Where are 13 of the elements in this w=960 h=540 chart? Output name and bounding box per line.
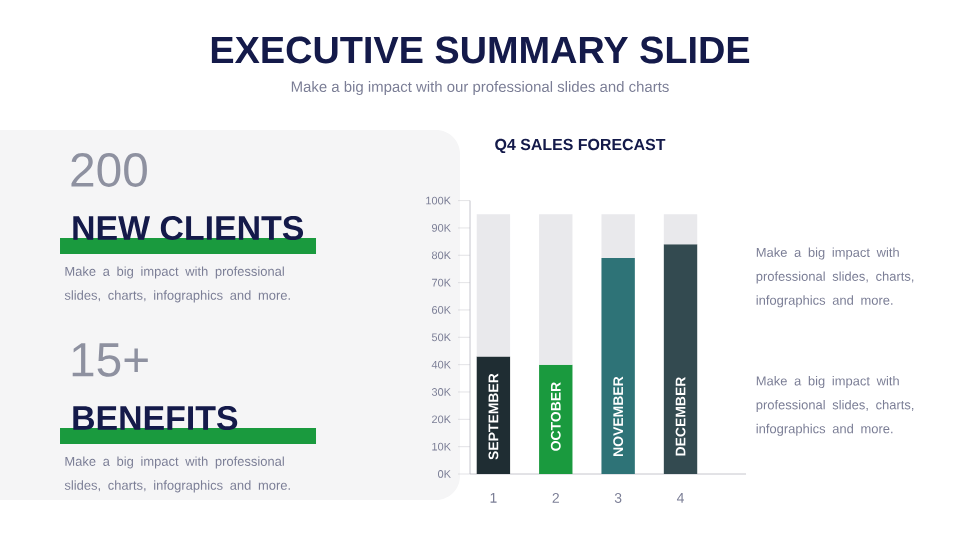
text: NEW CLIENTS: [73, 216, 304, 240]
bar: [601, 214, 635, 259]
text: 15+: [72, 343, 148, 377]
text: EXECUTIVE SUMMARY SLIDE: [211, 36, 750, 64]
bar: [601, 258, 635, 474]
text: 200: [71, 153, 147, 187]
bar: [663, 214, 698, 245]
bar: [539, 364, 573, 474]
bar: [539, 214, 573, 365]
text: BENEFITS: [73, 406, 238, 430]
bar: [476, 214, 511, 357]
bar: [663, 244, 698, 474]
bar: [476, 356, 511, 474]
